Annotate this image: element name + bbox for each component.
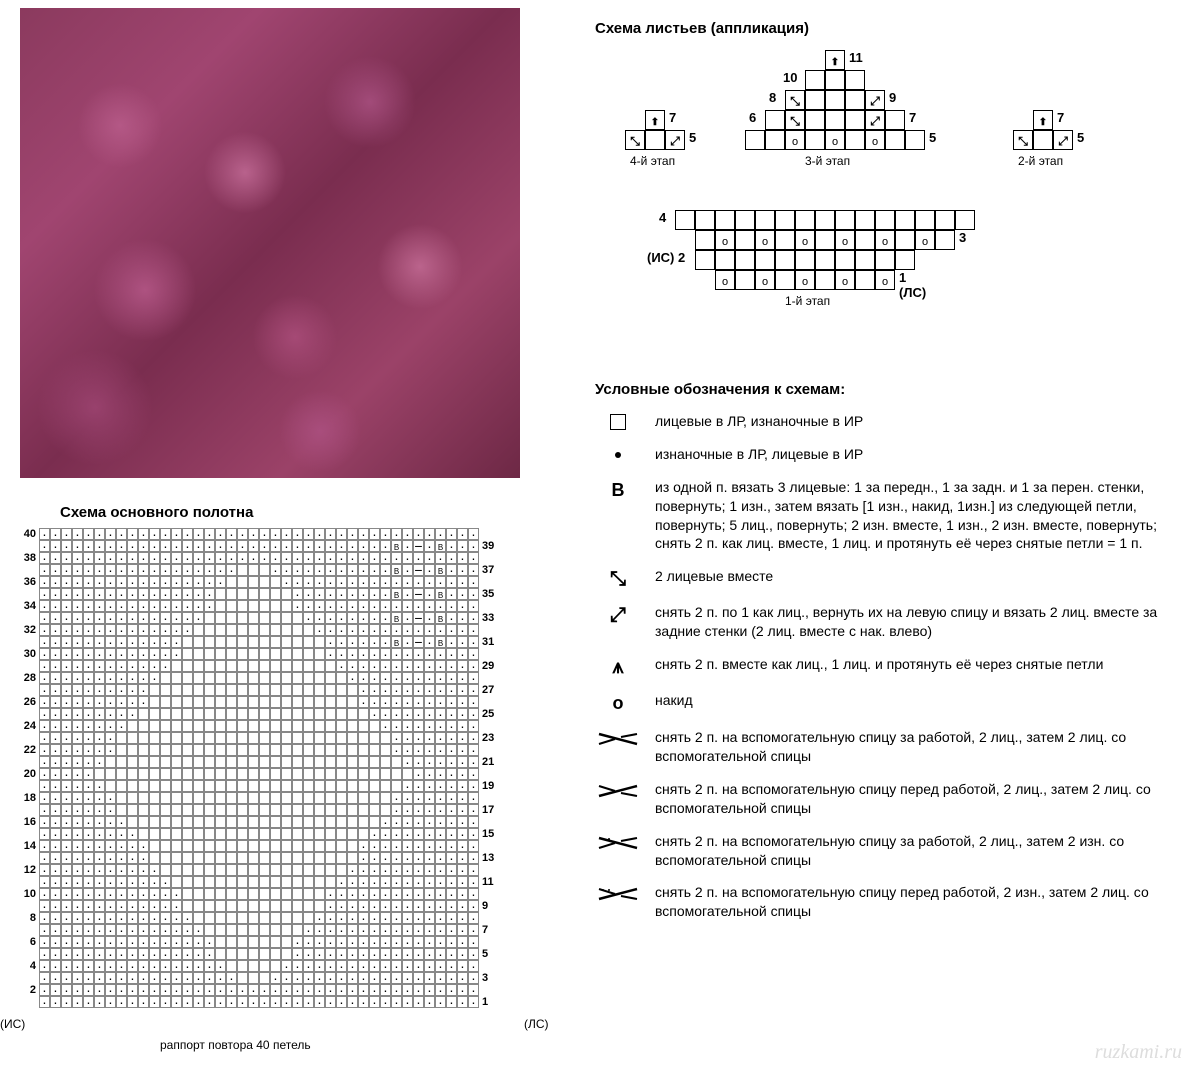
- main-chart: 4039383736353433323130292827262524232221…: [15, 528, 535, 1008]
- is-label: (ИС): [0, 1017, 25, 1031]
- legend-item: изнаночные в ЛР, лицевые в ИР: [595, 445, 1185, 464]
- legend-item: снять 2 п. на вспомогательную спицу за р…: [595, 832, 1185, 870]
- legend-item: Bиз одной п. вязать 3 лицевые: 1 за пере…: [595, 478, 1185, 554]
- main-chart-title: Схема основного полотна: [60, 504, 253, 521]
- knit-photo: [20, 8, 520, 478]
- legend-item: снять 2 п. на вспомогательную спицу за р…: [595, 728, 1185, 766]
- legend-item: лицевые в ЛР, изнаночные в ИР: [595, 412, 1185, 431]
- legend: лицевые в ЛР, изнаночные в ИР изнаночные …: [595, 412, 1185, 935]
- legend-item: снять 2 п. на вспомогательную спицу пере…: [595, 780, 1185, 818]
- legend-item: oнакид: [595, 691, 1185, 714]
- watermark: ruzkami.ru: [1095, 1041, 1182, 1064]
- repeat-caption: раппорт повтора 40 петель: [160, 1038, 311, 1052]
- leaf-chart: 11 10 9 8 7 6 5 3-й этап 7: [595, 50, 1185, 375]
- ls-label: (ЛС): [524, 1017, 549, 1031]
- legend-item: ⤢снять 2 п. по 1 как лиц., вернуть их на…: [595, 603, 1185, 641]
- legend-item: снять 2 п. на вспомогательную спицу пере…: [595, 883, 1185, 921]
- legend-item: ⤡2 лицевые вместе: [595, 567, 1185, 589]
- legend-item: ⩚снять 2 п. вместе как лиц., 1 лиц. и пр…: [595, 655, 1185, 677]
- legend-title: Условные обозначения к схемам:: [595, 381, 845, 398]
- leaf-chart-title: Схема листьев (аппликация): [595, 20, 809, 37]
